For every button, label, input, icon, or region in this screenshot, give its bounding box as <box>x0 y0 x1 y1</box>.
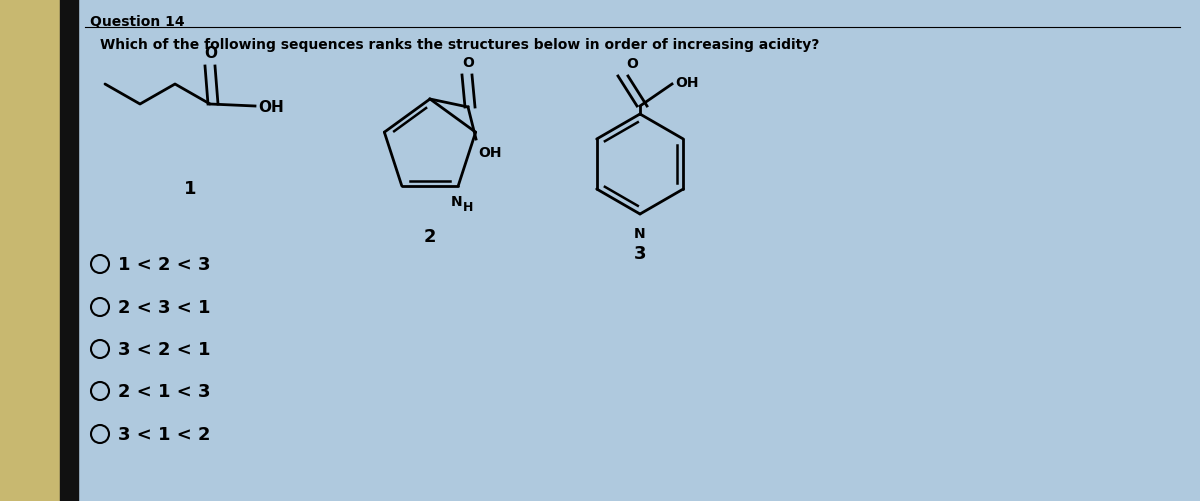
Text: OH: OH <box>258 99 283 114</box>
Bar <box>0 0 60 501</box>
Text: N: N <box>450 194 462 208</box>
Text: 3: 3 <box>634 244 647 263</box>
Text: 2 < 1 < 3: 2 < 1 < 3 <box>118 382 210 400</box>
Text: 1: 1 <box>184 180 197 197</box>
Text: 3 < 1 < 2: 3 < 1 < 2 <box>118 425 210 443</box>
Text: 3 < 2 < 1: 3 < 2 < 1 <box>118 340 210 358</box>
Text: 2: 2 <box>424 227 437 245</box>
Text: OH: OH <box>478 146 502 160</box>
Text: N: N <box>634 226 646 240</box>
Text: H: H <box>463 200 474 213</box>
Text: Which of the following sequences ranks the structures below in order of increasi: Which of the following sequences ranks t… <box>100 38 820 52</box>
Text: Question 14: Question 14 <box>90 15 185 29</box>
Text: O: O <box>462 56 474 70</box>
Text: O: O <box>626 57 638 71</box>
Text: OH: OH <box>674 76 698 90</box>
Text: 2 < 3 < 1: 2 < 3 < 1 <box>118 299 210 316</box>
Text: 1 < 2 < 3: 1 < 2 < 3 <box>118 256 210 274</box>
Bar <box>60 0 78 501</box>
Text: O: O <box>204 46 217 61</box>
